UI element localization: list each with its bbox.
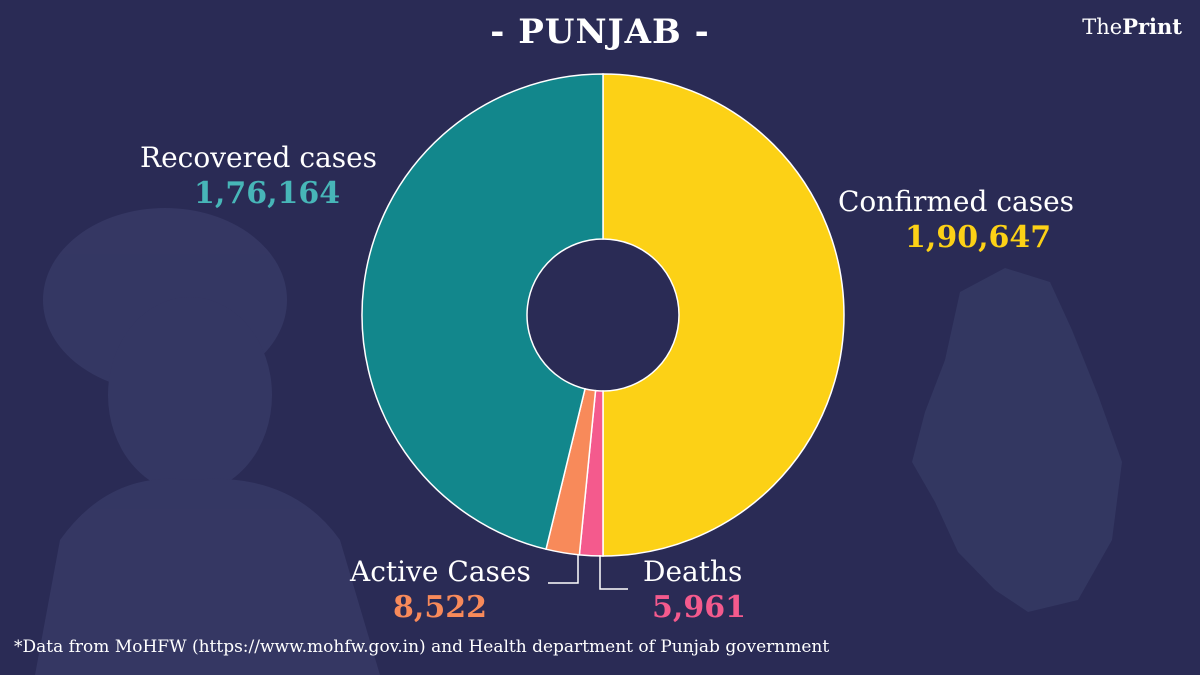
punjab-map-silhouette: [912, 268, 1122, 612]
brand-the: The: [1082, 15, 1123, 39]
slice-recovered-cases: [361, 73, 604, 551]
recovered-value: 1,76,164: [194, 176, 341, 211]
leader-lines: [548, 555, 628, 590]
deaths-label: Deaths: [643, 555, 743, 588]
brand-logo: ThePrint: [1082, 14, 1182, 39]
slice-confirmed-cases: [602, 73, 845, 557]
chart-title: - PUNJAB -: [490, 12, 710, 52]
deaths-value: 5,961: [652, 590, 746, 625]
brand-print: Print: [1122, 14, 1182, 39]
active-value: 8,522: [393, 590, 487, 625]
confirmed-label: Confirmed cases: [838, 185, 1075, 218]
deaths-leader-line: [599, 555, 628, 590]
active-label: Active Cases: [350, 555, 531, 588]
recovered-label: Recovered cases: [140, 141, 378, 174]
person-silhouette: [35, 208, 380, 675]
active-leader-line: [548, 555, 579, 584]
confirmed-value: 1,90,647: [905, 220, 1052, 255]
data-source-footnote: *Data from MoHFW (https://www.mohfw.gov.…: [14, 637, 830, 657]
